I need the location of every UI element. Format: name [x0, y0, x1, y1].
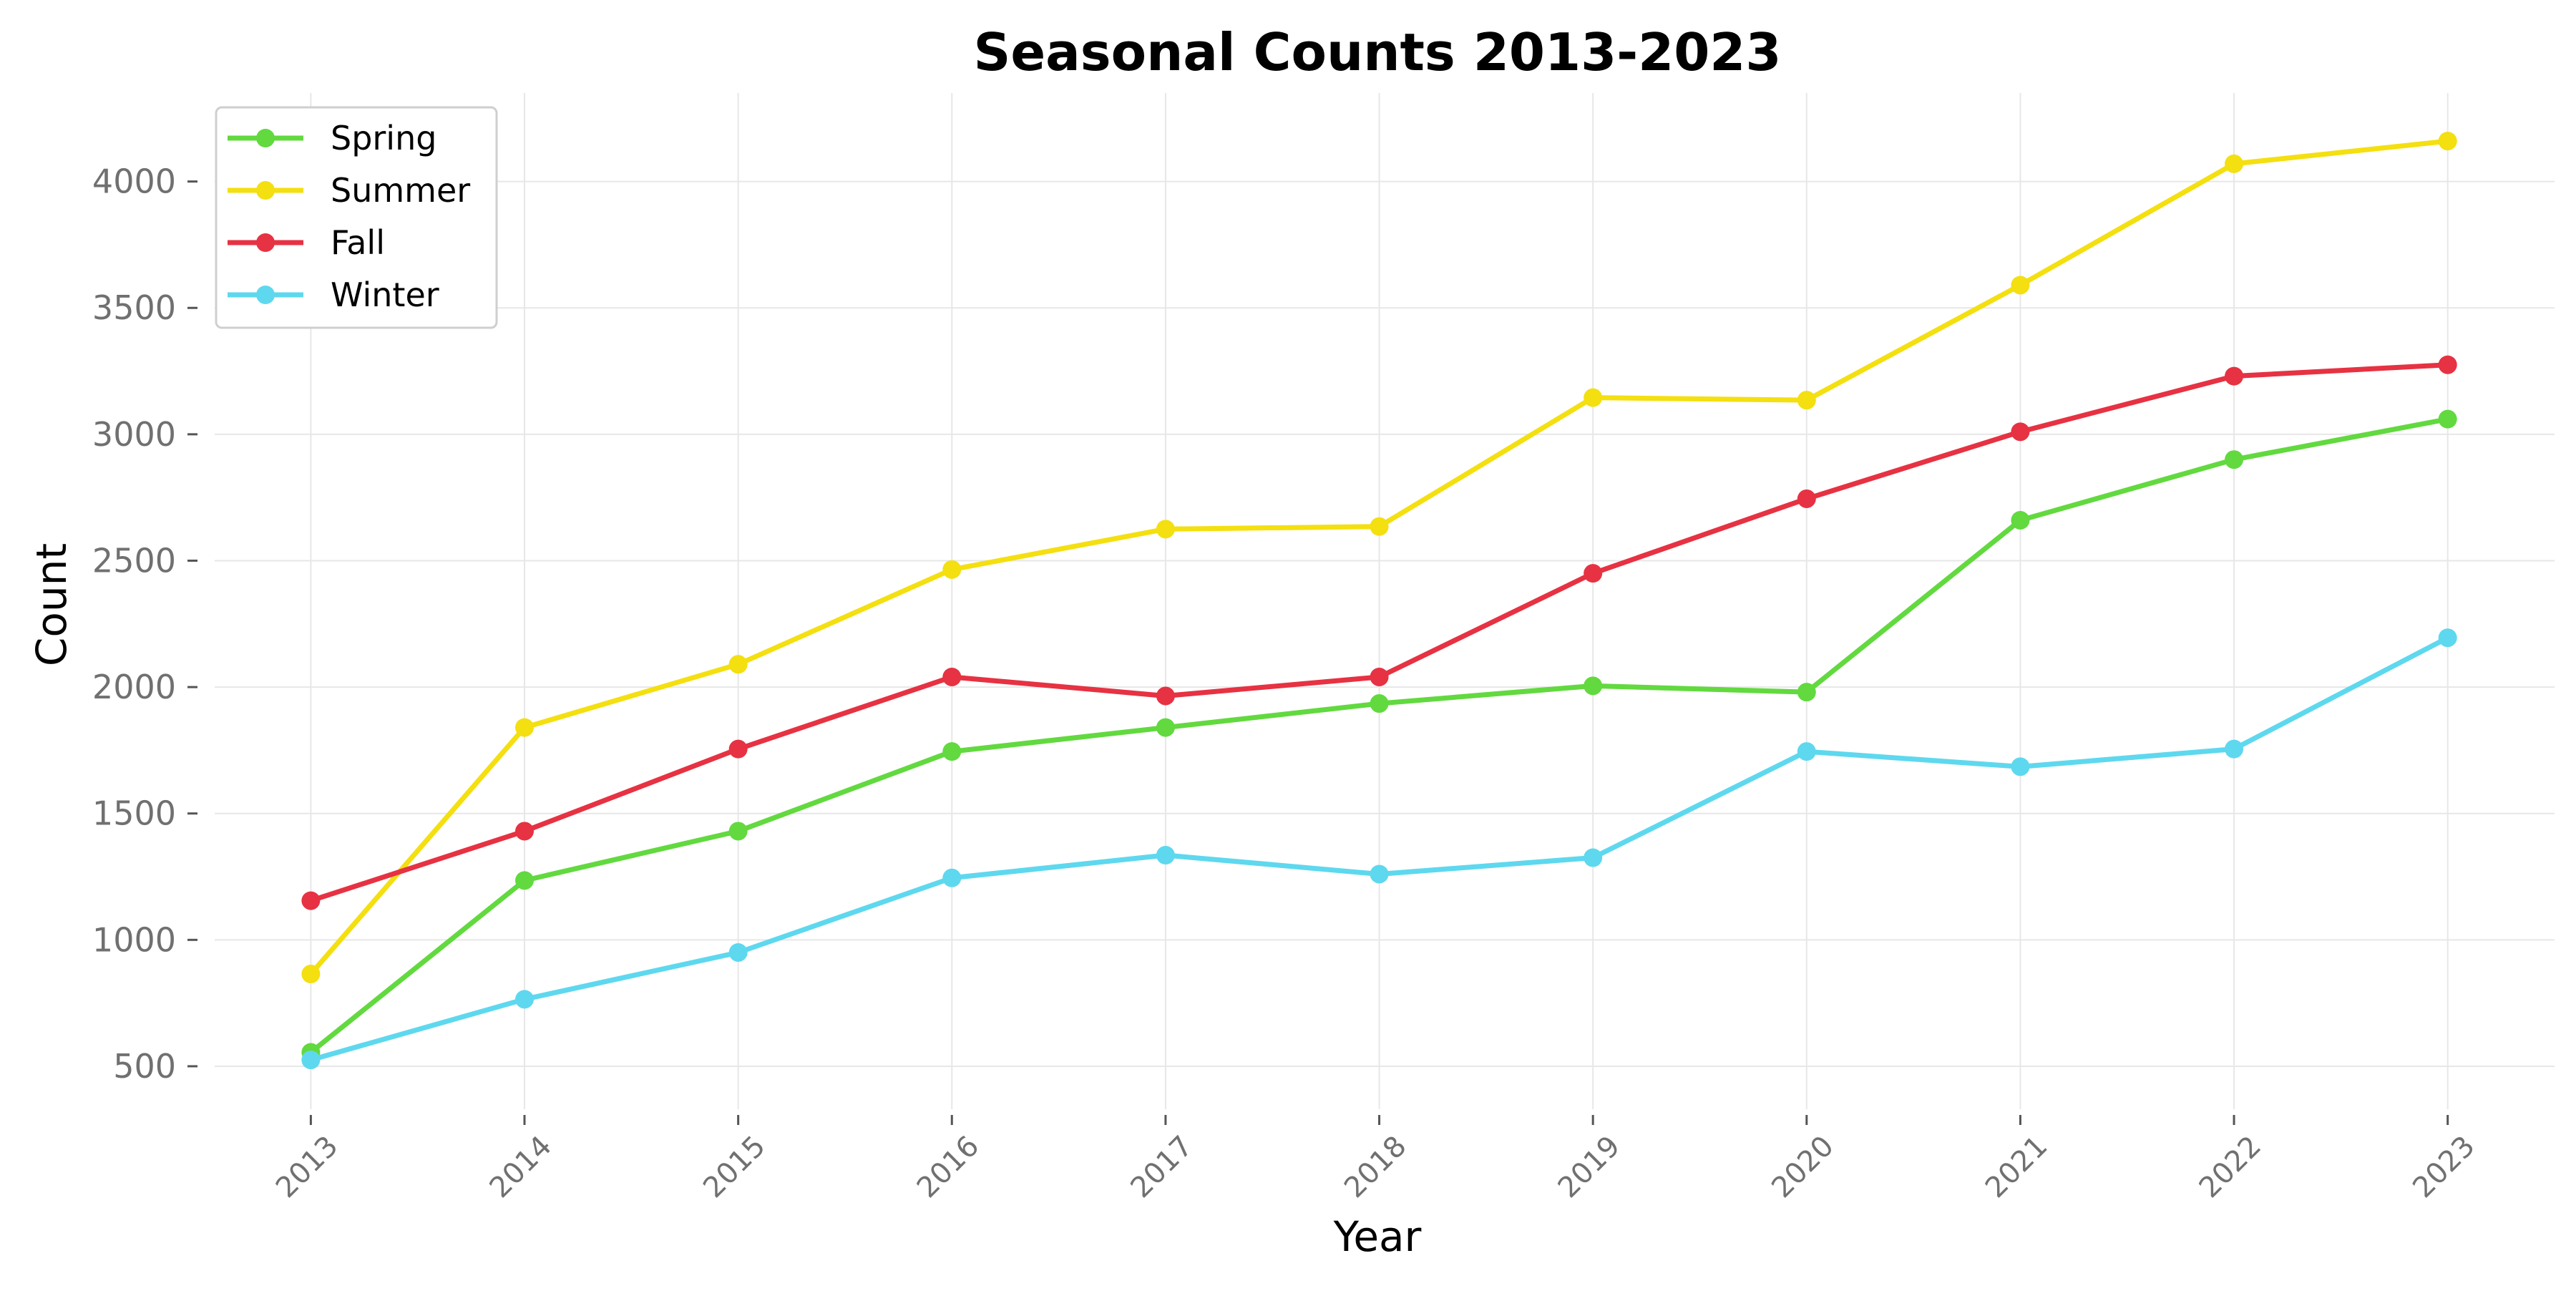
data-point-summer: [2011, 276, 2030, 295]
legend-label-summer: Summer: [331, 171, 470, 210]
y-tick-label: 2000: [92, 668, 176, 706]
data-point-winter: [2225, 739, 2244, 759]
data-point-summer: [1370, 517, 1389, 536]
legend-box: [215, 106, 498, 329]
data-point-summer: [2438, 132, 2457, 151]
data-point-winter: [2438, 628, 2457, 648]
y-axis-label: Count: [27, 543, 76, 666]
y-tick-label: 2500: [92, 541, 176, 580]
data-point-fall: [2438, 355, 2457, 374]
legend-marker-winter: [256, 286, 275, 304]
legend-marker-summer: [256, 181, 275, 200]
data-point-fall: [1584, 564, 1603, 583]
data-point-spring: [1797, 683, 1816, 702]
data-point-winter: [728, 942, 748, 962]
data-point-fall: [515, 822, 535, 841]
chart-title: Seasonal Counts 2013-2023: [973, 22, 1781, 82]
data-point-spring: [942, 742, 962, 761]
y-tick-label: 4000: [92, 162, 176, 201]
data-point-fall: [728, 739, 748, 759]
grid-layer: [215, 93, 2555, 1109]
data-point-summer: [1156, 520, 1175, 539]
data-point-fall: [2011, 422, 2030, 442]
data-point-fall: [2225, 366, 2244, 386]
y-tick-label: 3000: [92, 415, 176, 454]
legend-items: Spring Summer Fall Winter: [228, 119, 470, 314]
data-point-winter: [1584, 848, 1603, 867]
y-tick-label: 1000: [92, 920, 176, 959]
data-point-winter: [1797, 742, 1816, 761]
data-point-summer: [1797, 391, 1816, 410]
legend-label-winter: Winter: [331, 276, 439, 314]
legend-marker-spring: [256, 129, 275, 147]
data-point-winter: [2011, 757, 2030, 776]
legend-marker-fall: [256, 233, 275, 252]
data-point-spring: [1584, 676, 1603, 696]
data-point-fall: [1797, 489, 1816, 508]
data-point-spring: [1370, 694, 1389, 713]
legend-label-fall: Fall: [331, 223, 385, 262]
data-point-spring: [1156, 718, 1175, 737]
data-point-fall: [1370, 667, 1389, 686]
data-point-winter: [1370, 864, 1389, 884]
data-point-summer: [942, 560, 962, 579]
data-point-winter: [301, 1051, 321, 1070]
data-point-summer: [515, 718, 535, 737]
data-point-summer: [1584, 388, 1603, 407]
data-point-fall: [942, 667, 962, 686]
data-point-spring: [728, 822, 748, 841]
data-point-summer: [301, 965, 321, 984]
y-tick-label: 3500: [92, 288, 176, 327]
data-point-winter: [1156, 846, 1175, 864]
data-point-spring: [2225, 450, 2244, 469]
data-point-fall: [301, 891, 321, 910]
legend-label-spring: Spring: [331, 119, 436, 157]
data-point-winter: [515, 990, 535, 1009]
legend: Spring Summer Fall Winter: [215, 106, 498, 329]
x-axis-label: Year: [1333, 1212, 1422, 1261]
data-point-spring: [2011, 510, 2030, 530]
y-tick-label: 1500: [92, 794, 176, 833]
series-layer: [301, 132, 2457, 1070]
data-point-summer: [2225, 154, 2244, 173]
data-point-spring: [515, 871, 535, 890]
data-point-winter: [942, 868, 962, 887]
data-point-summer: [728, 655, 748, 674]
data-point-fall: [1156, 686, 1175, 706]
y-tick-label: 500: [113, 1047, 176, 1086]
data-point-spring: [2438, 409, 2457, 429]
